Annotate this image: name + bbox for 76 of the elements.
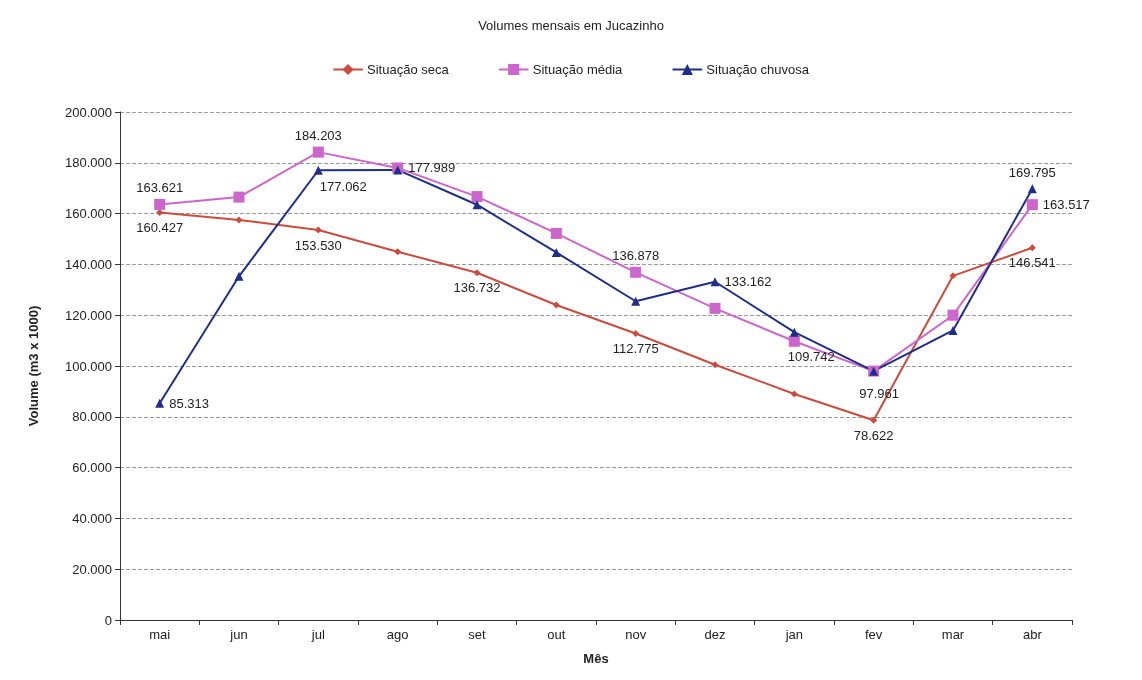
y-tick-label: 160.000 [65, 206, 112, 222]
data-label: 136.732 [453, 280, 501, 296]
x-axis-title: Mês [583, 651, 609, 666]
point [870, 416, 878, 424]
x-tick-label: nov [625, 627, 647, 642]
point [947, 309, 959, 321]
x-tick-label: set [468, 627, 487, 642]
point [552, 301, 560, 309]
point [473, 269, 481, 277]
point [155, 398, 165, 408]
point [710, 277, 720, 287]
point [788, 335, 800, 347]
point [234, 271, 244, 281]
point [312, 146, 324, 158]
x-tick-label: mai [149, 627, 171, 642]
data-label: 177.989 [408, 160, 456, 176]
point [709, 302, 721, 314]
data-label: 153.530 [294, 237, 342, 253]
data-label: 163.517 [1042, 197, 1090, 213]
data-label: 160.427 [136, 220, 184, 236]
x-tick-label: dez [704, 627, 726, 642]
data-label: 133.162 [724, 274, 772, 290]
point [948, 325, 958, 335]
point [631, 296, 641, 306]
point [632, 330, 640, 338]
y-tick-label: 0 [104, 612, 112, 628]
point [233, 191, 245, 203]
point [472, 200, 482, 210]
point [314, 226, 322, 234]
y-tick-label: 200.000 [65, 104, 112, 120]
y-tick-label: 180.000 [65, 155, 112, 171]
y-axis-title: Volume (m3 x 1000) [26, 305, 41, 427]
point [550, 227, 562, 239]
x-tick-label: out [547, 627, 566, 642]
x-tick-label: jul [310, 627, 325, 642]
chart-title: Volumes mensais em Jucazinho [478, 18, 664, 33]
data-label: 177.062 [319, 178, 367, 194]
point [790, 390, 798, 398]
point [471, 191, 483, 203]
data-label: 169.795 [1008, 165, 1056, 181]
x-tick-label: mar [941, 627, 965, 642]
legend-label: Situação média [532, 62, 624, 77]
point [313, 165, 323, 175]
point [711, 361, 719, 369]
x-tick-label: ago [386, 627, 409, 642]
data-label: 112.775 [612, 341, 659, 357]
point [1026, 199, 1038, 211]
point [235, 216, 243, 224]
legend-label: Situação seca [367, 62, 450, 77]
y-tick-label: 60.000 [72, 460, 112, 476]
data-label: 78.622 [853, 427, 894, 443]
data-label: 136.878 [612, 247, 660, 263]
point [551, 247, 561, 257]
x-tick-label: abr [1022, 627, 1043, 642]
point [630, 266, 642, 278]
y-tick-label: 120.000 [65, 307, 112, 323]
legend-label: Situação chuvosa [706, 62, 810, 77]
x-tick-label: jan [784, 627, 804, 642]
x-tick-label: fev [864, 627, 883, 642]
point [394, 248, 402, 256]
point [1028, 244, 1036, 252]
y-tick-label: 40.000 [72, 510, 112, 526]
x-tick-label: jun [229, 627, 248, 642]
data-label: 184.203 [294, 127, 342, 143]
data-label: 109.742 [787, 348, 835, 364]
y-tick-label: 100.000 [65, 358, 112, 374]
point [156, 209, 164, 217]
point [949, 272, 957, 280]
data-label: 163.621 [136, 179, 184, 195]
point [154, 198, 166, 210]
y-tick-label: 20.000 [72, 561, 112, 577]
point [789, 327, 799, 337]
y-tick-label: 140.000 [65, 256, 112, 272]
y-tick-label: 80.000 [72, 409, 112, 425]
data-label: 85.313 [169, 395, 209, 411]
data-label: 146.541 [1008, 255, 1056, 271]
